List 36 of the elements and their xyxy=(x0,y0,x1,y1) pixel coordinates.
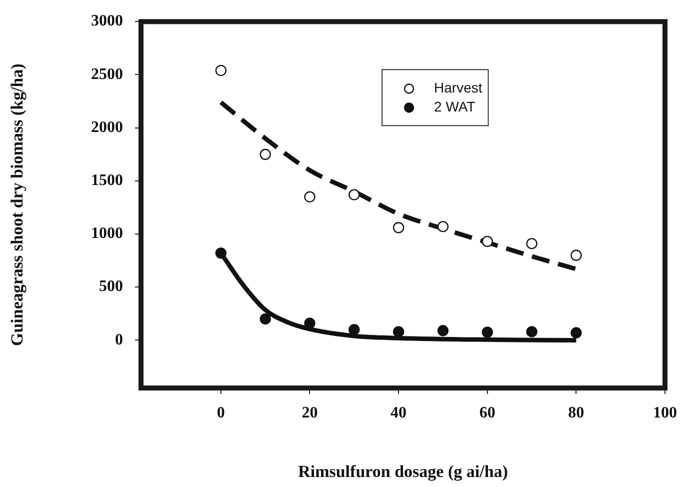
point xyxy=(260,148,271,160)
point xyxy=(482,236,493,248)
point xyxy=(348,324,360,336)
point xyxy=(215,248,227,259)
y-axis-title: Guineagrass shoot dry biomass (kg/ha) xyxy=(8,64,27,346)
x-tick-label: 40 xyxy=(390,404,407,422)
y-tick-label: 0 xyxy=(115,331,123,348)
point xyxy=(304,191,316,202)
x-tick-label: 60 xyxy=(479,404,496,422)
point xyxy=(482,326,493,338)
point xyxy=(215,64,227,76)
x-tick-label: 0 xyxy=(216,404,225,422)
point xyxy=(570,327,582,338)
y-tick-label: 2000 xyxy=(91,118,123,136)
legend-label: 2 WAT xyxy=(434,98,476,114)
y-tick-label: 500 xyxy=(99,278,123,296)
line-series xyxy=(218,100,578,272)
y-tick-label: 1000 xyxy=(91,225,123,242)
point xyxy=(392,222,404,234)
legend-label: Harvest xyxy=(434,79,482,96)
x-tick-label: 20 xyxy=(302,404,318,422)
point xyxy=(526,238,538,250)
x-tick-label: 80 xyxy=(568,404,584,422)
x-tick-label: 100 xyxy=(653,404,677,422)
point xyxy=(304,318,316,329)
y-tick-label: 2500 xyxy=(91,66,123,83)
point xyxy=(526,326,538,338)
point xyxy=(437,325,449,336)
y-tick-label: 3000 xyxy=(91,12,123,30)
point xyxy=(437,220,449,232)
x-axis-title: Rimsulfuron dosage (g ai/ha) xyxy=(298,462,508,482)
point xyxy=(392,326,404,338)
point xyxy=(570,250,582,261)
point xyxy=(348,189,360,200)
y-tick-label: 1500 xyxy=(91,172,123,190)
point xyxy=(260,313,271,325)
